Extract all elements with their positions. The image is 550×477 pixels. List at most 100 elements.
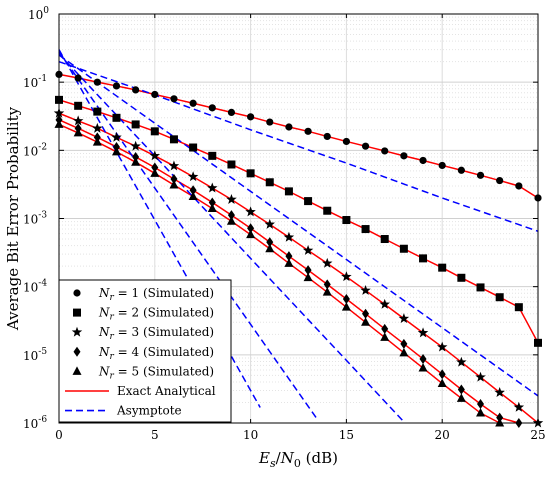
diamond-marker bbox=[323, 279, 331, 290]
circle-marker bbox=[208, 104, 216, 112]
star-marker bbox=[341, 271, 352, 282]
legend-entry: Nr = 3 (Simulated) bbox=[71, 325, 214, 342]
diamond-marker bbox=[477, 398, 485, 409]
square-marker bbox=[227, 160, 236, 169]
star-marker bbox=[187, 171, 199, 182]
triangle-marker bbox=[341, 302, 351, 311]
square-marker bbox=[323, 206, 332, 215]
circle-marker bbox=[457, 166, 465, 174]
circle-marker bbox=[400, 152, 408, 160]
diamond-marker bbox=[189, 185, 197, 196]
square-marker bbox=[265, 178, 274, 187]
star-marker bbox=[322, 257, 333, 268]
diamond-marker bbox=[304, 265, 312, 276]
circle-marker bbox=[151, 90, 159, 99]
triangle-marker bbox=[322, 287, 332, 296]
y-tick-label: 10-3 bbox=[23, 211, 47, 227]
legend-label: Nr = 2 (Simulated) bbox=[98, 306, 214, 323]
exact-analytical-curve bbox=[58, 73, 539, 199]
diamond-marker bbox=[496, 412, 504, 423]
markers bbox=[53, 70, 544, 428]
star-marker bbox=[245, 206, 256, 217]
legend-entry: Nr = 1 (Simulated) bbox=[73, 286, 214, 303]
legend-label: Nr = 1 (Simulated) bbox=[98, 286, 214, 303]
diamond-marker bbox=[247, 223, 255, 234]
star-marker bbox=[475, 371, 486, 382]
diamond-marker bbox=[438, 369, 446, 380]
triangle-marker bbox=[361, 317, 371, 326]
legend-entry: Nr = 5 (Simulated) bbox=[72, 364, 214, 381]
square-marker bbox=[208, 151, 217, 160]
square-marker bbox=[246, 169, 255, 178]
circle-marker bbox=[266, 118, 274, 126]
triangle-marker bbox=[150, 168, 160, 177]
diamond-marker bbox=[362, 308, 370, 319]
diamond-marker bbox=[151, 162, 159, 173]
star-marker bbox=[130, 140, 141, 151]
circle-marker bbox=[189, 99, 197, 107]
star-marker bbox=[456, 356, 467, 367]
circle-marker bbox=[247, 113, 255, 121]
star-marker bbox=[207, 182, 218, 193]
y-tick-label: 10-5 bbox=[23, 347, 47, 363]
square-marker bbox=[150, 127, 159, 136]
diamond-marker bbox=[400, 338, 408, 349]
legend-label: Nr = 3 (Simulated) bbox=[98, 325, 214, 342]
triangle-marker bbox=[284, 258, 294, 267]
x-tick-label: 25 bbox=[530, 428, 545, 442]
circle-marker bbox=[515, 182, 523, 190]
triangle-marker bbox=[418, 363, 428, 372]
triangle-marker bbox=[226, 216, 236, 225]
square-marker bbox=[476, 283, 485, 292]
square-marker bbox=[399, 244, 408, 253]
circle-marker bbox=[304, 127, 312, 135]
circle-marker bbox=[132, 86, 140, 94]
asymptote-curve bbox=[58, 60, 539, 232]
square-marker bbox=[112, 113, 121, 122]
triangle-marker bbox=[380, 332, 390, 341]
diamond-marker bbox=[381, 323, 389, 334]
y-axis-label: Average Bit Error Probability bbox=[4, 106, 22, 331]
asymptote-curve bbox=[58, 51, 319, 421]
y-tick-label: 10-2 bbox=[23, 142, 47, 158]
x-tick-label: 10 bbox=[243, 428, 258, 442]
triangle-marker bbox=[246, 229, 256, 239]
circle-marker bbox=[496, 176, 504, 185]
legend-entry: Nr = 2 (Simulated) bbox=[73, 306, 214, 323]
square-marker bbox=[438, 263, 447, 272]
legend-label: Nr = 5 (Simulated) bbox=[98, 364, 214, 381]
circle-legend-marker bbox=[73, 289, 81, 297]
star-marker bbox=[226, 194, 237, 204]
circle-marker bbox=[74, 74, 82, 82]
star-marker bbox=[302, 244, 314, 255]
triangle-marker bbox=[207, 203, 217, 213]
diamond-marker bbox=[208, 197, 216, 208]
square-marker bbox=[419, 254, 428, 263]
legend-label: Nr = 4 (Simulated) bbox=[98, 345, 214, 362]
diamond-legend-marker bbox=[73, 346, 81, 357]
star-marker bbox=[494, 387, 505, 397]
square-marker bbox=[189, 143, 198, 152]
square-marker bbox=[457, 273, 466, 282]
triangle-marker bbox=[303, 272, 313, 282]
circle-marker bbox=[93, 78, 101, 86]
star-marker bbox=[283, 231, 295, 242]
square-marker bbox=[342, 216, 351, 225]
square-legend-marker bbox=[73, 308, 81, 317]
square-marker bbox=[304, 197, 313, 206]
legend: Nr = 1 (Simulated) Nr = 2 (Simulated) Nr =… bbox=[58, 279, 232, 423]
star-marker bbox=[436, 341, 448, 352]
star-marker bbox=[417, 327, 429, 338]
x-axis-label: Es/N0 (dB) bbox=[258, 449, 338, 470]
diamond-marker bbox=[457, 384, 465, 395]
triangle-marker bbox=[169, 180, 179, 189]
exact-analytical-curve bbox=[58, 112, 539, 424]
triangle-marker bbox=[399, 347, 409, 357]
square-marker bbox=[93, 107, 102, 116]
square-marker bbox=[495, 293, 504, 302]
circle-marker bbox=[419, 156, 427, 165]
square-marker bbox=[131, 120, 140, 129]
star-marker bbox=[168, 160, 180, 171]
triangle-marker bbox=[111, 146, 121, 156]
